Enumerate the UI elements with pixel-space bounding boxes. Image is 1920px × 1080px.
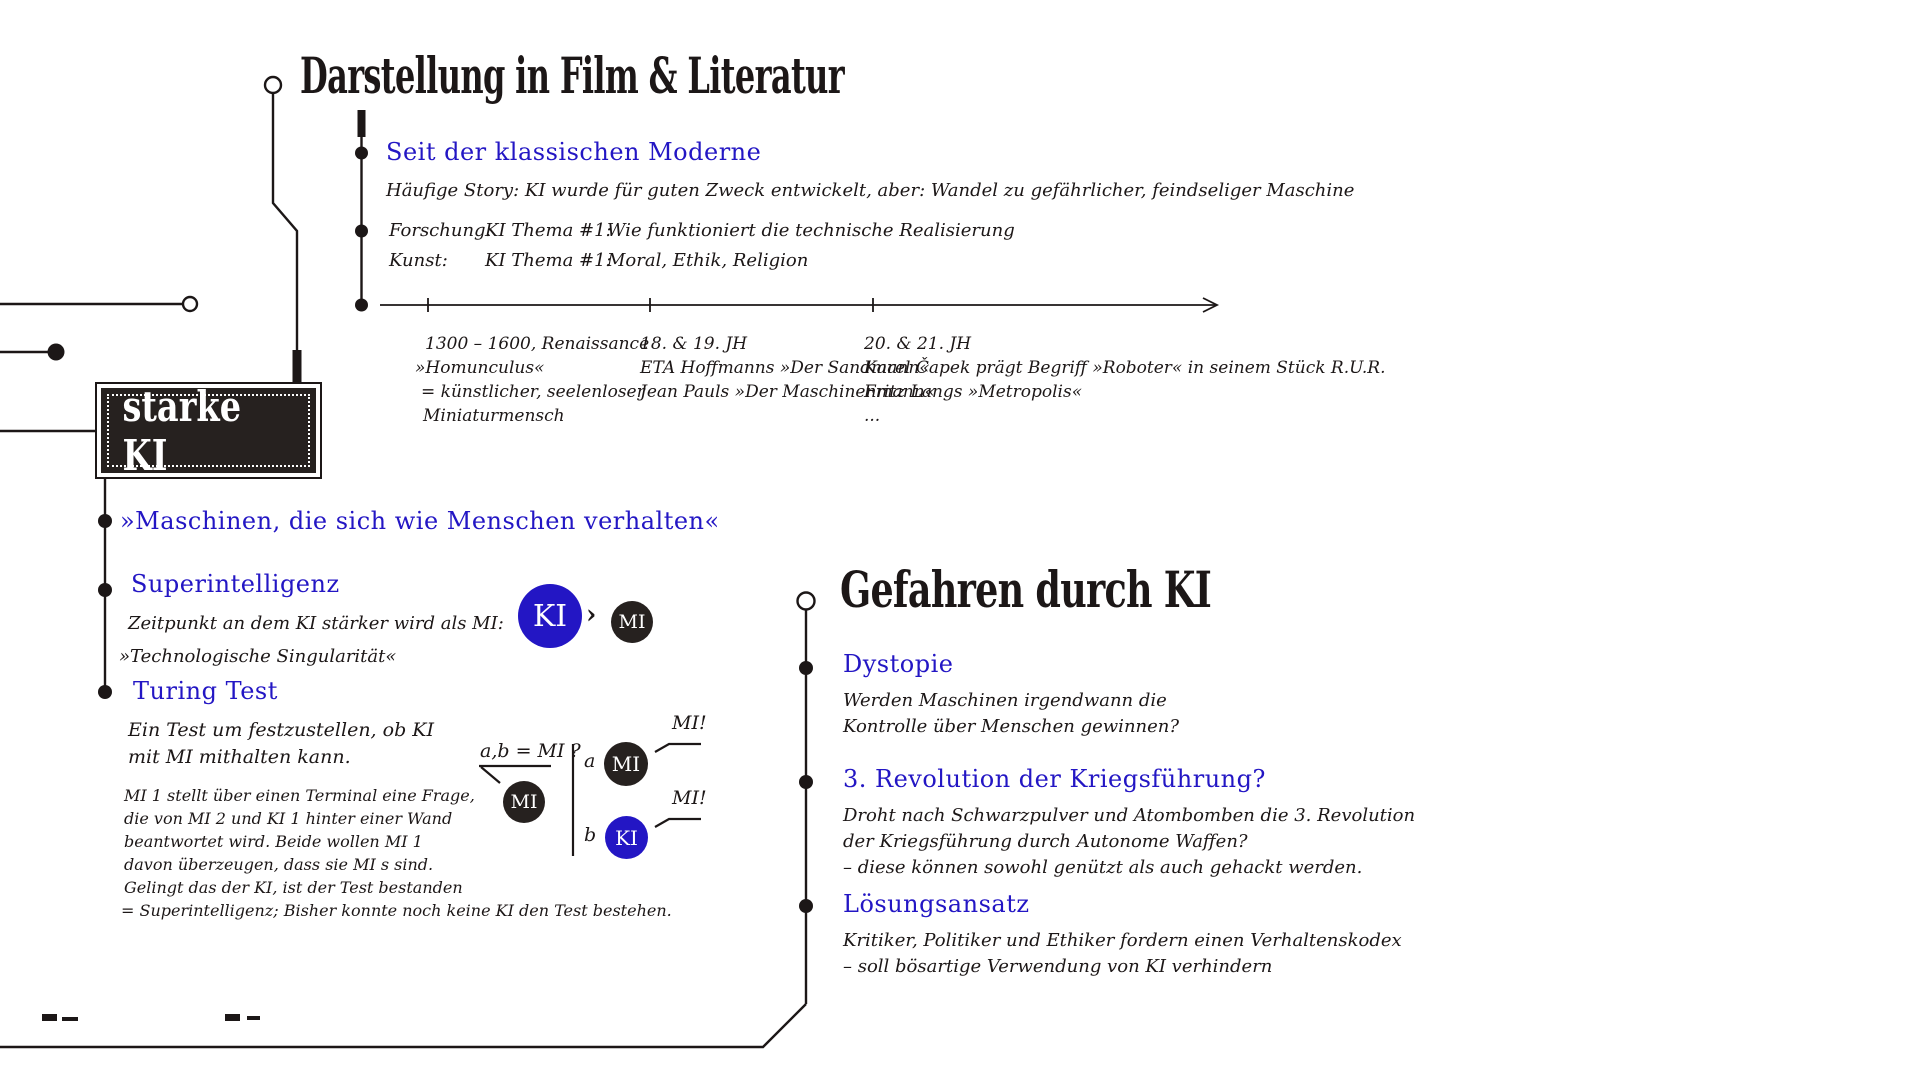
row-b-ki-badge: KI <box>605 816 648 859</box>
loesungsansatz-heading: Lösungsansatz <box>843 890 1030 918</box>
turing-test-heading: Turing Test <box>133 677 278 705</box>
superintelligenz-heading: Superintelligenz <box>131 570 340 598</box>
timeline-era-renaissance: 1300 – 1600, Renaissance »Homunculus« = … <box>415 332 649 428</box>
revolution-body: Droht nach Schwarzpulver und Atombomben … <box>843 803 1415 881</box>
film-section-title: Darstellung in Film & Literatur <box>300 46 845 105</box>
loesungsansatz-body: Kritiker, Politiker und Ethiker fordern … <box>843 928 1402 980</box>
timeline-line: 20. & 21. JH <box>864 334 972 354</box>
body-line: Werden Maschinen irgendwann die <box>843 690 1167 711</box>
row-b-speech: MI! <box>672 787 707 809</box>
turing-detail-line: beantwortet wird. Beide wollen MI 1 <box>124 832 423 851</box>
turing-question-label: a,b = MI ? <box>480 740 581 762</box>
timeline-line: Jean Pauls »Der Maschinenmann« <box>640 382 935 402</box>
theme-row-label: Kunst: <box>389 250 448 271</box>
timeline-line: ... <box>864 406 881 426</box>
body-line: – soll bösartige Verwendung von KI verhi… <box>843 956 1273 977</box>
body-line: Kontrolle über Menschen gewinnen? <box>843 716 1180 737</box>
revolution-heading: 3. Revolution der Kriegsführung? <box>843 765 1266 793</box>
gefahren-section-title: Gefahren durch KI <box>840 560 1212 619</box>
turing-detail-line: MI 1 stellt über einen Terminal eine Fra… <box>124 786 475 805</box>
timeline-line: Miniaturmensch <box>423 406 565 426</box>
body-line: Kritiker, Politiker und Ethiker fordern … <box>843 930 1402 951</box>
turing-detail-line: davon überzeugen, dass sie MI s sind. <box>124 855 434 874</box>
timeline-line: = künstlicher, seelenloser <box>421 382 645 402</box>
row-a-mi-badge: MI <box>604 742 648 786</box>
theme-row-value: Wie funktioniert die technische Realisie… <box>607 220 1015 241</box>
turing-detail-line: Gelingt das der KI, ist der Test bestand… <box>124 878 463 897</box>
mi-badge-small: MI <box>611 601 653 643</box>
theme-row-value: Moral, Ethik, Religion <box>607 250 809 271</box>
starke-ki-label: starke KI <box>122 381 242 480</box>
ki-badge-large: KI <box>518 584 582 648</box>
story-line: Häufige Story: KI wurde für guten Zweck … <box>386 180 1355 201</box>
themes-table: Forschung: KI Thema #1: Wie funktioniert… <box>389 220 1015 271</box>
judge-mi-badge: MI <box>503 781 545 823</box>
seit-moderne-heading: Seit der klassischen Moderne <box>386 138 762 166</box>
row-a-label: a <box>584 750 596 772</box>
timeline-line: Karel Čapek prägt Begriff »Roboter« in s… <box>864 358 1386 378</box>
row-a-speech: MI! <box>672 712 707 734</box>
turing-intro-line: Ein Test um festzustellen, ob KI <box>128 719 434 741</box>
timeline-line: 1300 – 1600, Renaissance <box>425 334 650 354</box>
timeline-line: ETA Hoffmanns »Der Sandmann« <box>640 358 930 378</box>
dystopie-body: Werden Maschinen irgendwann die Kontroll… <box>843 688 1179 740</box>
turing-detail-line: = Superintelligenz; Bisher konnte noch k… <box>121 901 672 920</box>
timeline-era-18-19: 18. & 19. JH ETA Hoffmanns »Der Sandmann… <box>640 332 935 404</box>
body-line: Droht nach Schwarzpulver und Atombomben … <box>843 805 1416 826</box>
timeline-era-20-21: 20. & 21. JH Karel Čapek prägt Begriff »… <box>864 332 1386 428</box>
maschinen-quote: »Maschinen, die sich wie Menschen verhal… <box>120 507 720 535</box>
superintelligenz-line: »Technologische Singularität« <box>119 646 397 667</box>
theme-row-key: KI Thema #1: <box>485 220 612 241</box>
body-line: der Kriegsführung durch Autonome Waffen? <box>843 831 1248 852</box>
starke-ki-node: starke KI <box>95 381 322 480</box>
dystopie-heading: Dystopie <box>843 650 954 678</box>
turing-detail-line: die von MI 2 und KI 1 hinter einer Wand <box>124 809 453 828</box>
superintelligenz-line: Zeitpunkt an dem KI stärker wird als MI: <box>128 613 504 634</box>
theme-row-key: KI Thema #1: <box>485 250 612 271</box>
timeline-line: Fritz Langs »Metropolis« <box>864 382 1083 402</box>
turing-detail-paragraph: MI 1 stellt über einen Terminal eine Fra… <box>121 784 672 922</box>
body-line: – diese können sowohl genützt als auch g… <box>843 857 1363 878</box>
timeline-line: »Homunculus« <box>415 358 545 378</box>
greater-than-symbol: › <box>586 600 597 630</box>
turing-intro-line: mit MI mithalten kann. <box>128 746 351 768</box>
row-b-label: b <box>584 824 597 846</box>
timeline-line: 18. & 19. JH <box>640 334 748 354</box>
theme-row-label: Forschung: <box>389 220 492 241</box>
